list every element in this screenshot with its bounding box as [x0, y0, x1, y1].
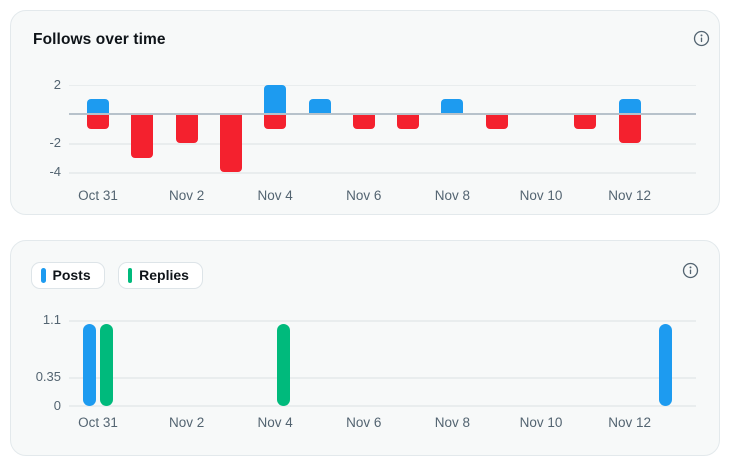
gridline	[69, 320, 696, 322]
follows-chart-card: Follows over time 2 -2 -4 Oct 31 Nov 2 Nov 4…	[10, 10, 720, 215]
Replies-bar-nov-4[interactable]	[277, 324, 291, 406]
legend-chip-replies[interactable]: Replies	[117, 262, 203, 289]
posts-x-axis: Oct 31 Nov 2 Nov 4 Nov 6 Nov 8 Nov 10 Nov 12	[69, 415, 696, 433]
follows-lost-bar-oct-31[interactable]	[87, 113, 109, 129]
info-circle-icon	[693, 30, 710, 47]
follows-gained-bar-oct-31[interactable]	[87, 99, 109, 114]
x-tick-label: Nov 4	[257, 415, 293, 430]
x-tick-label: Oct 31	[78, 188, 118, 203]
x-tick-label: Nov 8	[434, 188, 471, 203]
x-tick-label: Nov 12	[608, 188, 651, 203]
Posts-bar-oct-31[interactable]	[83, 324, 96, 406]
follows-lost-bar-nov-12[interactable]	[618, 113, 641, 144]
info-icon[interactable]	[693, 30, 710, 47]
follows-lost-bar-nov-7[interactable]	[397, 113, 420, 129]
gridline	[69, 143, 696, 145]
posts-replies-chart-card: Posts Replies 1.1 0.35 0 Oct 31 Nov 2 Nov 4 N…	[10, 240, 720, 456]
x-tick-label: Oct 31	[78, 415, 118, 430]
follows-gained-bar-nov-8[interactable]	[441, 99, 464, 114]
follows-lost-bar-nov-6[interactable]	[352, 113, 375, 129]
x-tick-label: Nov 4	[257, 188, 293, 203]
zero-axis-line	[69, 112, 696, 115]
gridline	[69, 377, 696, 379]
legend-label-replies: Replies	[139, 267, 189, 283]
follows-lost-bar-nov-2[interactable]	[175, 113, 198, 144]
gridline	[69, 405, 696, 407]
gridline	[69, 84, 696, 87]
follows-lost-bar-nov-9[interactable]	[485, 113, 508, 129]
x-tick-label: Nov 2	[168, 188, 205, 203]
gridline	[69, 172, 696, 174]
x-tick-label: Nov 10	[519, 415, 563, 430]
chart-legend: Posts Replies	[31, 262, 203, 289]
follows-bar-chart	[69, 84, 696, 179]
x-tick-label: Nov 8	[434, 415, 471, 430]
Posts-bar-nov-13[interactable]	[658, 324, 672, 406]
follows-lost-bar-nov-3[interactable]	[219, 113, 242, 173]
info-circle-icon	[682, 262, 699, 279]
y-tick-label: -2	[49, 135, 61, 151]
y-tick-label: 0	[53, 398, 61, 413]
x-tick-label: Nov 12	[608, 415, 651, 430]
x-tick-label: Nov 6	[346, 188, 382, 203]
x-tick-label: Nov 10	[519, 188, 563, 203]
posts-replies-bar-chart	[69, 320, 696, 407]
follows-lost-bar-nov-4[interactable]	[264, 113, 287, 129]
posts-y-axis: 1.1 0.35 0	[11, 312, 61, 413]
legend-chip-posts[interactable]: Posts	[31, 262, 105, 289]
posts-swatch-icon	[41, 268, 46, 283]
chart-title: Follows over time	[33, 31, 166, 48]
info-icon[interactable]	[682, 262, 699, 279]
follows-lost-bar-nov-1[interactable]	[131, 113, 154, 158]
follows-lost-bar-nov-11[interactable]	[574, 113, 597, 129]
x-tick-label: Nov 2	[168, 415, 205, 430]
follows-x-axis: Oct 31 Nov 2 Nov 4 Nov 6 Nov 8 Nov 10 Nov 12	[69, 188, 696, 206]
follows-gained-bar-nov-12[interactable]	[618, 99, 641, 114]
follows-y-axis: 2 -2 -4	[11, 77, 61, 180]
legend-label-posts: Posts	[52, 267, 91, 283]
y-tick-label: -4	[49, 164, 61, 180]
Replies-bar-oct-31[interactable]	[100, 324, 113, 406]
replies-swatch-icon	[127, 268, 133, 283]
follows-gained-bar-nov-4[interactable]	[264, 84, 287, 114]
x-tick-label: Nov 6	[346, 415, 382, 430]
y-tick-label: 2	[53, 76, 61, 92]
follows-gained-bar-nov-5[interactable]	[308, 99, 331, 114]
y-tick-label: 1.1	[42, 312, 61, 327]
y-tick-label: 0.35	[35, 369, 61, 385]
